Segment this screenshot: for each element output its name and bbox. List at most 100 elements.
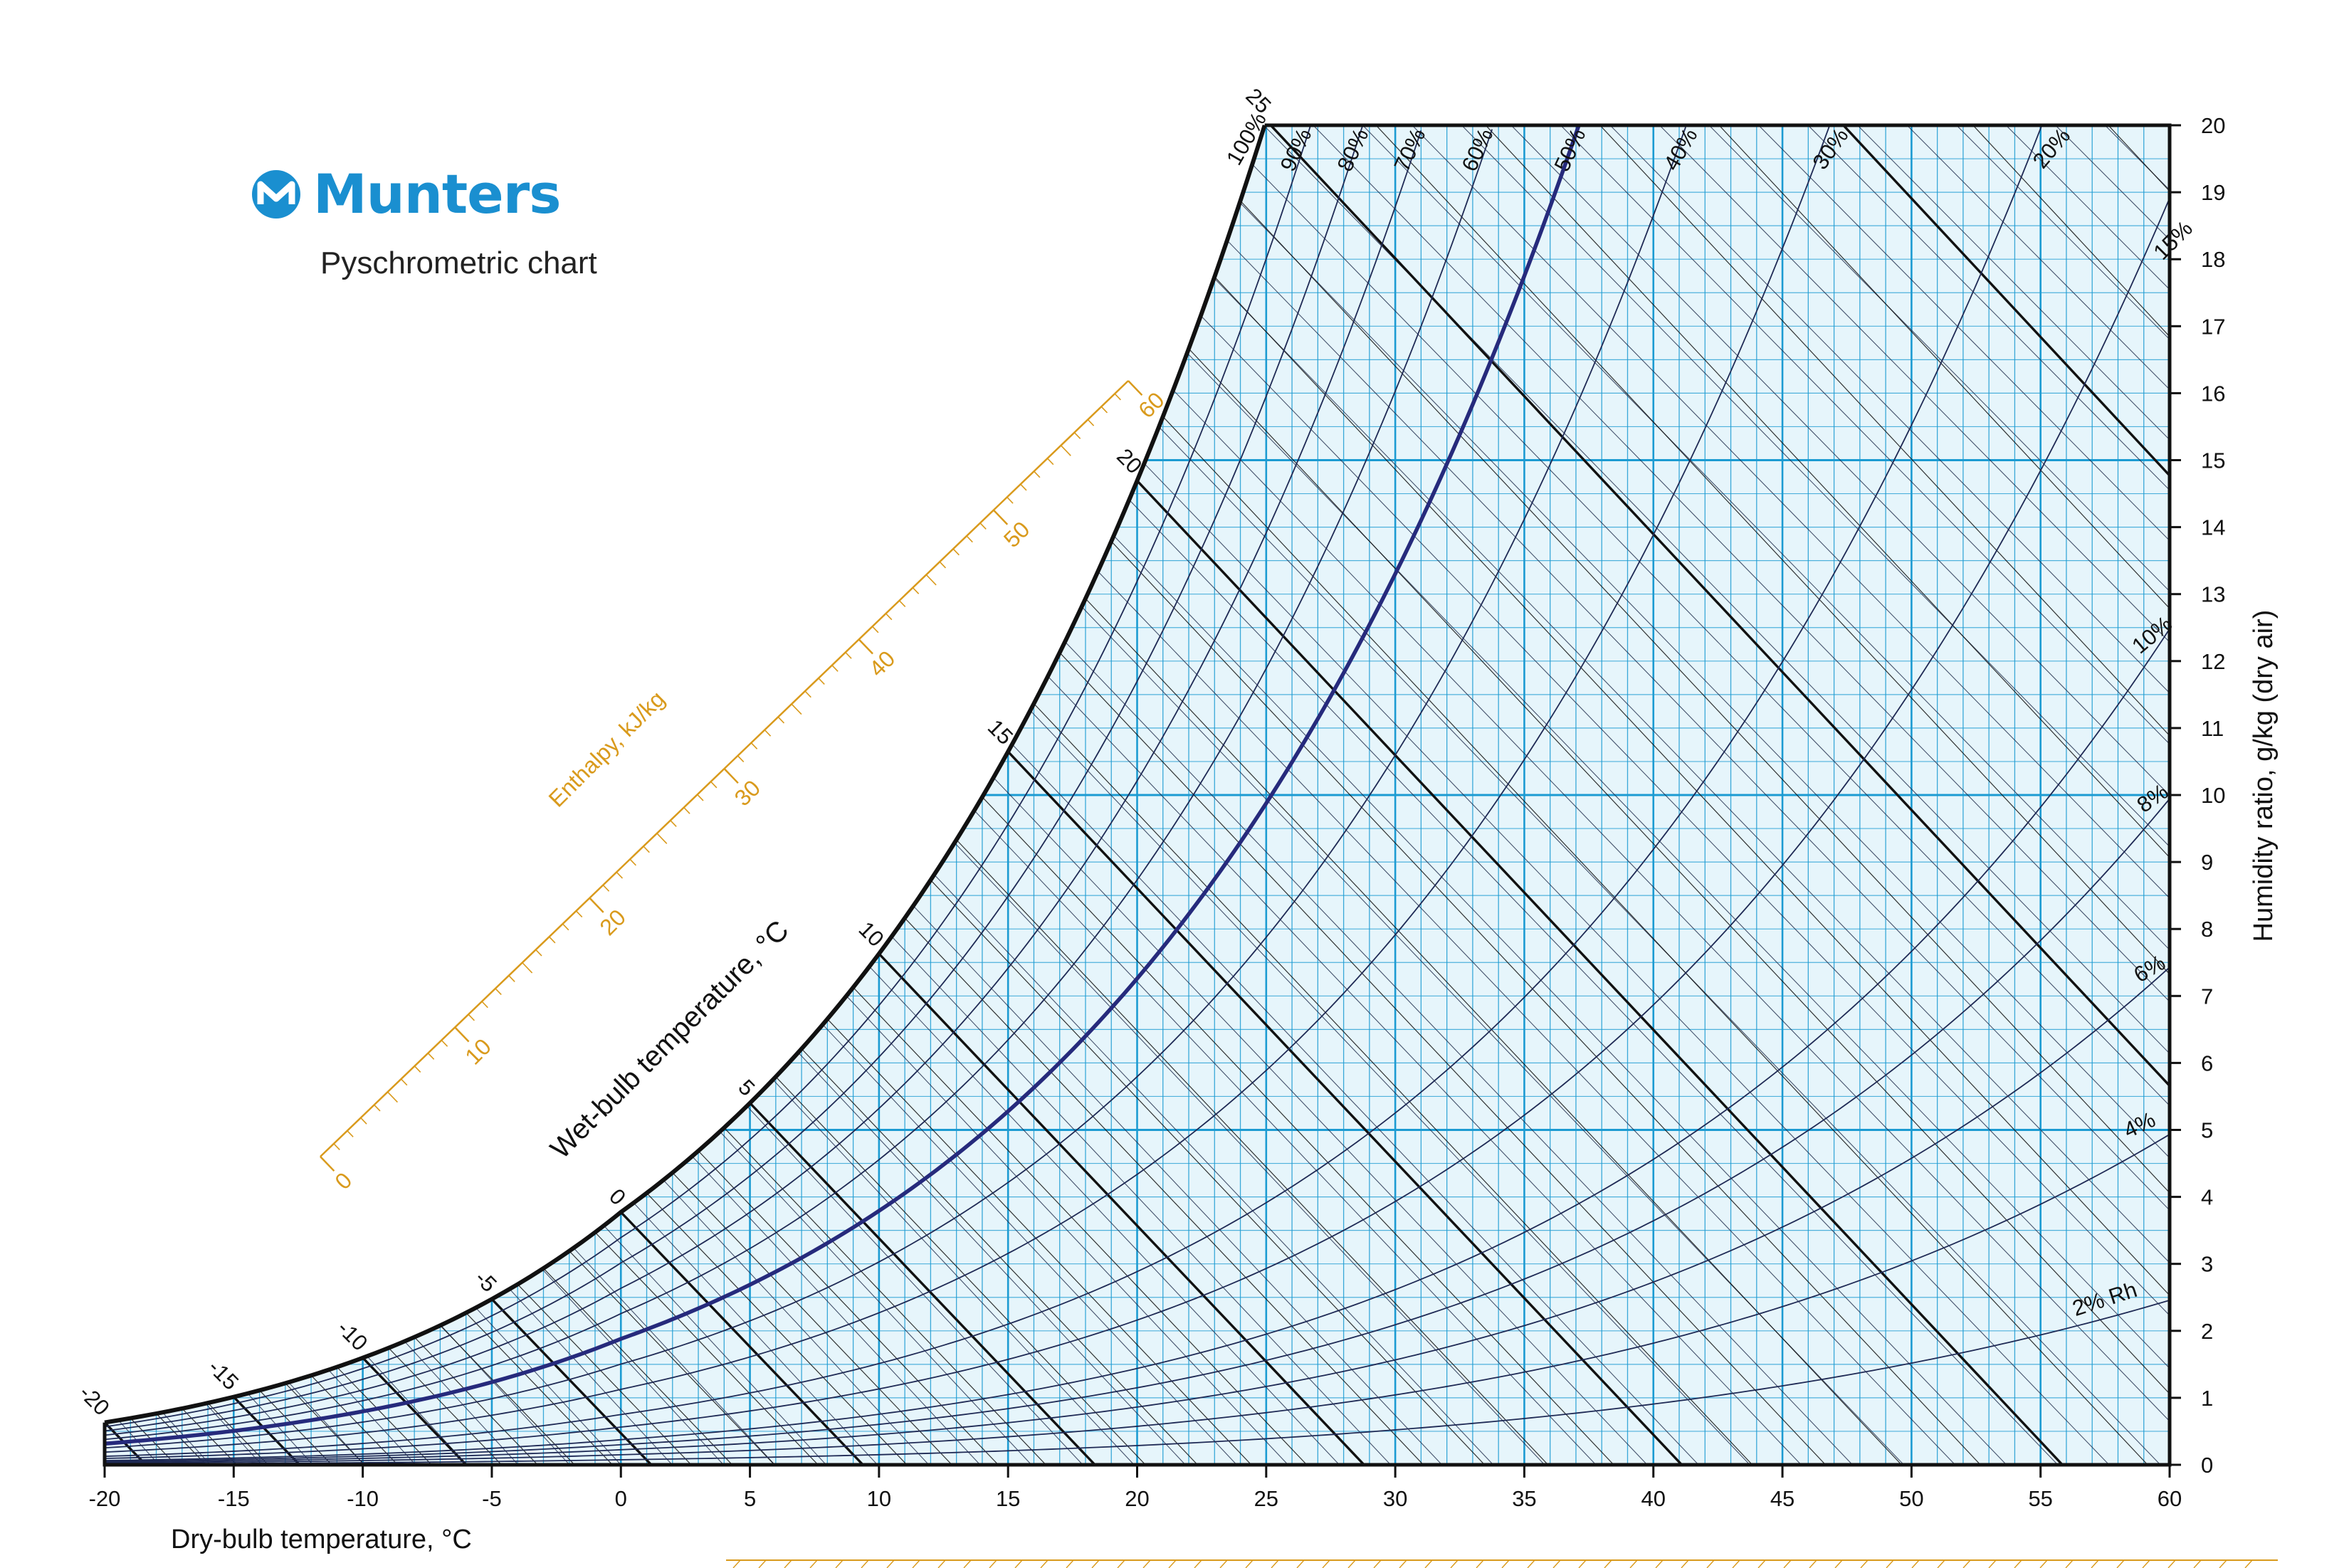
rh-curve (105, 1299, 2170, 1465)
bottom-enthalpy-tick (1886, 1559, 1894, 1568)
enthalpy-tick (858, 638, 873, 655)
x-tick-label: -5 (482, 1486, 502, 1511)
wet-bulb-line (362, 1357, 468, 1465)
bottom-enthalpy-tick (1988, 1559, 1997, 1568)
enthalpy-tick (549, 936, 556, 944)
bottom-enthalpy-tick (1014, 1559, 1023, 1568)
x-tick-label: -10 (347, 1486, 379, 1511)
enthalpy-tick (723, 768, 739, 784)
bottom-enthalpy-tick (2219, 1559, 2227, 1568)
rh-curve (105, 129, 1493, 1441)
saturation-curve (104, 125, 1267, 1425)
wet-bulb-line (388, 1347, 502, 1465)
bottom-enthalpy-tick (1040, 1559, 1049, 1568)
wet-bulb-line (336, 1367, 432, 1465)
x-tick-label: 35 (1512, 1486, 1536, 1511)
x-tick-label: -20 (89, 1486, 121, 1511)
wet-bulb-line (775, 1076, 1146, 1465)
enthalpy-tick (804, 690, 811, 698)
enthalpy-tick (320, 1156, 335, 1172)
bottom-enthalpy-tick (2065, 1559, 2074, 1568)
bottom-enthalpy-tick (1091, 1559, 1100, 1568)
bottom-enthalpy-tick (758, 1559, 767, 1568)
enthalpy-tick (602, 884, 610, 892)
enthalpy-tick (966, 535, 973, 543)
enthalpy-line (1609, 125, 2170, 1465)
rh-curve (105, 125, 1313, 1428)
y-tick-label: 8 (2201, 917, 2213, 942)
enthalpy-tick (872, 626, 879, 633)
rh-curve (105, 125, 1585, 1446)
bottom-enthalpy-tick (1681, 1559, 1689, 1568)
enthalpy-tick (1046, 458, 1054, 465)
rh-curve (105, 198, 2170, 1459)
bottom-enthalpy-tick (1578, 1559, 1587, 1568)
y-tick-label: 12 (2201, 649, 2225, 674)
x-tick-label: 55 (2028, 1486, 2052, 1511)
bottom-enthalpy-tick (1501, 1559, 1510, 1568)
wet-bulb-line (1162, 416, 2148, 1465)
wet-bulb-line (826, 1019, 1252, 1465)
bottom-enthalpy-tick (1271, 1559, 1279, 1568)
bottom-enthalpy-tick (1476, 1559, 1484, 1568)
bottom-enthalpy-tick (2244, 1559, 2253, 1568)
y-tick-label: 9 (2201, 850, 2213, 875)
bottom-enthalpy-tick (835, 1559, 844, 1568)
enthalpy-line (1807, 125, 2170, 1465)
bottom-enthalpy-tick (2167, 1559, 2176, 1568)
wet-bulb-line (569, 1251, 775, 1465)
enthalpy-line (105, 125, 519, 1465)
bottom-enthalpy-tick (1245, 1559, 1254, 1568)
enthalpy-tick (400, 1078, 408, 1086)
enthalpy-tick (1087, 419, 1095, 426)
enthalpy-tick (818, 678, 825, 685)
enthalpy-tick (347, 1130, 354, 1137)
enthalpy-line (1708, 125, 2170, 1465)
wet-bulb-label: -10 (332, 1315, 372, 1355)
enthalpy-tick (656, 833, 668, 844)
enthalpy-line (1164, 125, 2170, 1465)
wet-bulb-line (1007, 750, 1683, 1465)
wet-bulb-line (904, 917, 1424, 1465)
enthalpy-tick (912, 587, 920, 594)
wet-bulb-line (646, 1192, 908, 1465)
enthalpy-tick (939, 561, 947, 569)
munters-m-logo-icon (252, 169, 300, 219)
y-tick-label: 13 (2201, 582, 2225, 607)
y-tick-label: 1 (2201, 1386, 2213, 1411)
wet-bulb-label: -20 (74, 1380, 114, 1420)
y-tick-label: 11 (2201, 716, 2224, 741)
y-tick-label: 17 (2201, 314, 2225, 339)
bottom-enthalpy-tick (1347, 1559, 1356, 1568)
y-axis-label: Humidity ratio, g/kg (dry air) (2249, 610, 2279, 942)
y-tick-label: 7 (2201, 984, 2213, 1009)
wet-bulb-line (1110, 541, 1981, 1465)
x-tick-label: -15 (218, 1486, 250, 1511)
rh-curve (105, 1134, 2170, 1464)
enthalpy-tick (952, 548, 960, 556)
enthalpy-tick (374, 1104, 381, 1112)
y-tick-label: 5 (2201, 1118, 2213, 1143)
wet-bulb-line (543, 1268, 733, 1465)
x-axis-label: Dry-bulb temperature, °C (171, 1525, 472, 1554)
enthalpy-tick (898, 600, 906, 608)
bottom-enthalpy-tick (2039, 1559, 2048, 1568)
y-tick-label: 4 (2201, 1185, 2213, 1210)
x-tick-label: 15 (996, 1486, 1020, 1511)
x-tick-label: 30 (1383, 1486, 1407, 1511)
bottom-enthalpy-tick (1296, 1559, 1305, 1568)
enthalpy-line (105, 125, 159, 1465)
enthalpy-tick (1060, 445, 1071, 456)
enthalpy-line (105, 125, 416, 1465)
bottom-enthalpy-tick (2116, 1559, 2125, 1568)
x-tick-label: 25 (1254, 1486, 1278, 1511)
y-tick-label: 18 (2201, 247, 2225, 272)
enthalpy-tick (764, 729, 772, 737)
wet-bulb-line (853, 986, 1308, 1465)
bottom-enthalpy-tick (1937, 1559, 1945, 1568)
enthalpy-tick-label: 0 (330, 1167, 357, 1194)
rh-curve (105, 967, 2170, 1463)
bottom-enthalpy-tick (2014, 1559, 2022, 1568)
wet-bulb-line (414, 1337, 538, 1465)
